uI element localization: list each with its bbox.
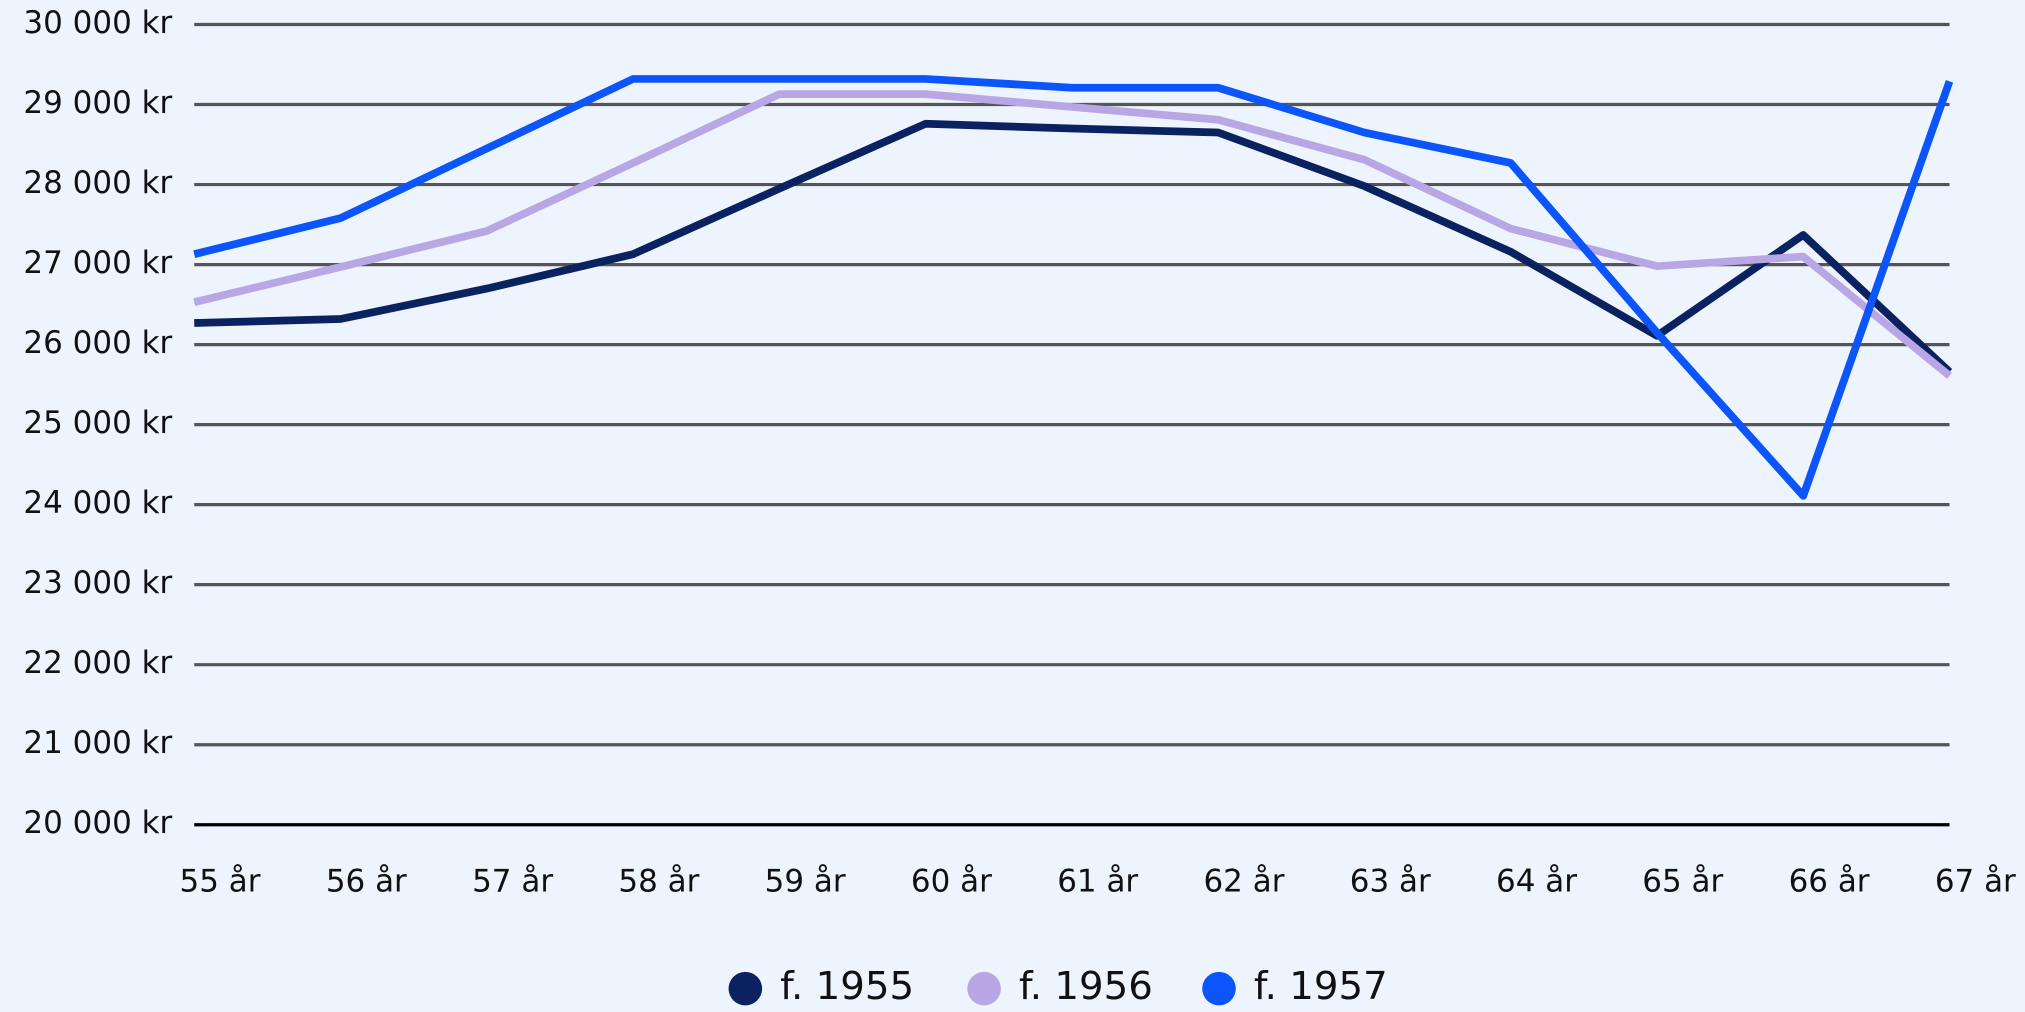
y-tick-label: 20 000 kr xyxy=(23,805,172,841)
x-tick-label: 62 år xyxy=(1203,863,1284,899)
y-tick-label: 21 000 kr xyxy=(23,725,172,761)
legend-label: f. 1956 xyxy=(1019,964,1153,1008)
y-tick-label: 28 000 kr xyxy=(23,165,172,201)
line-series xyxy=(193,90,1952,379)
y-tick-label: 24 000 kr xyxy=(23,485,172,521)
y-tick-label: 23 000 kr xyxy=(23,565,172,601)
y-tick-label: 30 000 kr xyxy=(23,5,172,41)
y-tick-label: 27 000 kr xyxy=(23,245,172,281)
legend-label: f. 1955 xyxy=(780,964,914,1008)
x-tick-label: 58 år xyxy=(618,863,699,899)
x-tick-label: 56 år xyxy=(326,863,407,899)
x-tick-label: 61 år xyxy=(1057,863,1138,899)
line-series xyxy=(193,75,1954,500)
y-tick-label: 26 000 kr xyxy=(23,325,172,361)
x-tick-label: 67 år xyxy=(1935,863,2016,899)
y-tick-label: 22 000 kr xyxy=(23,645,172,681)
x-tick-label: 63 år xyxy=(1350,863,1431,899)
x-tick-label: 64 år xyxy=(1496,863,1577,899)
legend-marker xyxy=(1202,971,1236,1006)
x-tick-label: 59 år xyxy=(765,863,846,899)
y-tick-label: 25 000 kr xyxy=(23,405,172,441)
x-tick-label: 65 år xyxy=(1642,863,1723,899)
legend-label: f. 1957 xyxy=(1254,964,1388,1008)
y-tick-label: 29 000 kr xyxy=(23,85,172,121)
x-tick-label: 60 år xyxy=(911,863,992,899)
x-tick-label: 66 år xyxy=(1789,863,1870,899)
legend-marker xyxy=(728,971,763,1006)
x-tick-label: 55 år xyxy=(180,863,261,899)
legend-marker xyxy=(967,971,1001,1006)
x-tick-label: 57 år xyxy=(472,863,553,899)
